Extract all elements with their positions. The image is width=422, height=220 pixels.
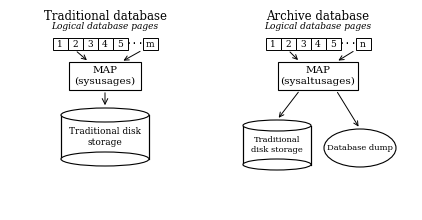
Text: 1: 1 [270, 40, 276, 48]
Text: 3: 3 [300, 40, 306, 48]
Bar [278, 62, 358, 90]
Text: Logical database pages: Logical database pages [265, 22, 371, 31]
Text: Logical database pages: Logical database pages [51, 22, 159, 31]
Text: Database dump: Database dump [327, 144, 393, 152]
Text: Traditional disk
storage: Traditional disk storage [69, 127, 141, 147]
Text: ···: ··· [338, 39, 357, 49]
Bar [325, 38, 341, 50]
Bar [69, 62, 141, 90]
Bar [82, 38, 97, 50]
Text: MAP
(sysaltusages): MAP (sysaltusages) [281, 66, 355, 86]
Text: 2: 2 [72, 40, 78, 48]
Bar [52, 38, 68, 50]
Bar [113, 38, 127, 50]
Bar [311, 38, 325, 50]
Text: 5: 5 [330, 40, 336, 48]
Ellipse shape [61, 152, 149, 166]
Text: Archive database: Archive database [266, 10, 370, 23]
Bar [295, 38, 311, 50]
Ellipse shape [243, 159, 311, 170]
Text: 1: 1 [57, 40, 63, 48]
Text: 2: 2 [285, 40, 291, 48]
Polygon shape [61, 115, 149, 159]
Ellipse shape [61, 108, 149, 122]
Text: Traditional database: Traditional database [43, 10, 167, 23]
Text: Traditional
disk storage: Traditional disk storage [251, 136, 303, 154]
Text: n: n [360, 40, 366, 48]
Bar [68, 38, 82, 50]
Polygon shape [243, 125, 311, 165]
Bar [355, 38, 371, 50]
Ellipse shape [243, 120, 311, 131]
Text: m: m [146, 40, 154, 48]
Text: 5: 5 [117, 40, 123, 48]
Bar [265, 38, 281, 50]
Text: 4: 4 [315, 40, 321, 48]
Text: 3: 3 [87, 40, 93, 48]
Text: 4: 4 [102, 40, 108, 48]
Bar [97, 38, 113, 50]
Text: MAP
(sysusages): MAP (sysusages) [74, 66, 135, 86]
Ellipse shape [324, 129, 396, 167]
Text: ···: ··· [126, 39, 144, 49]
Bar [281, 38, 295, 50]
Bar [143, 38, 157, 50]
